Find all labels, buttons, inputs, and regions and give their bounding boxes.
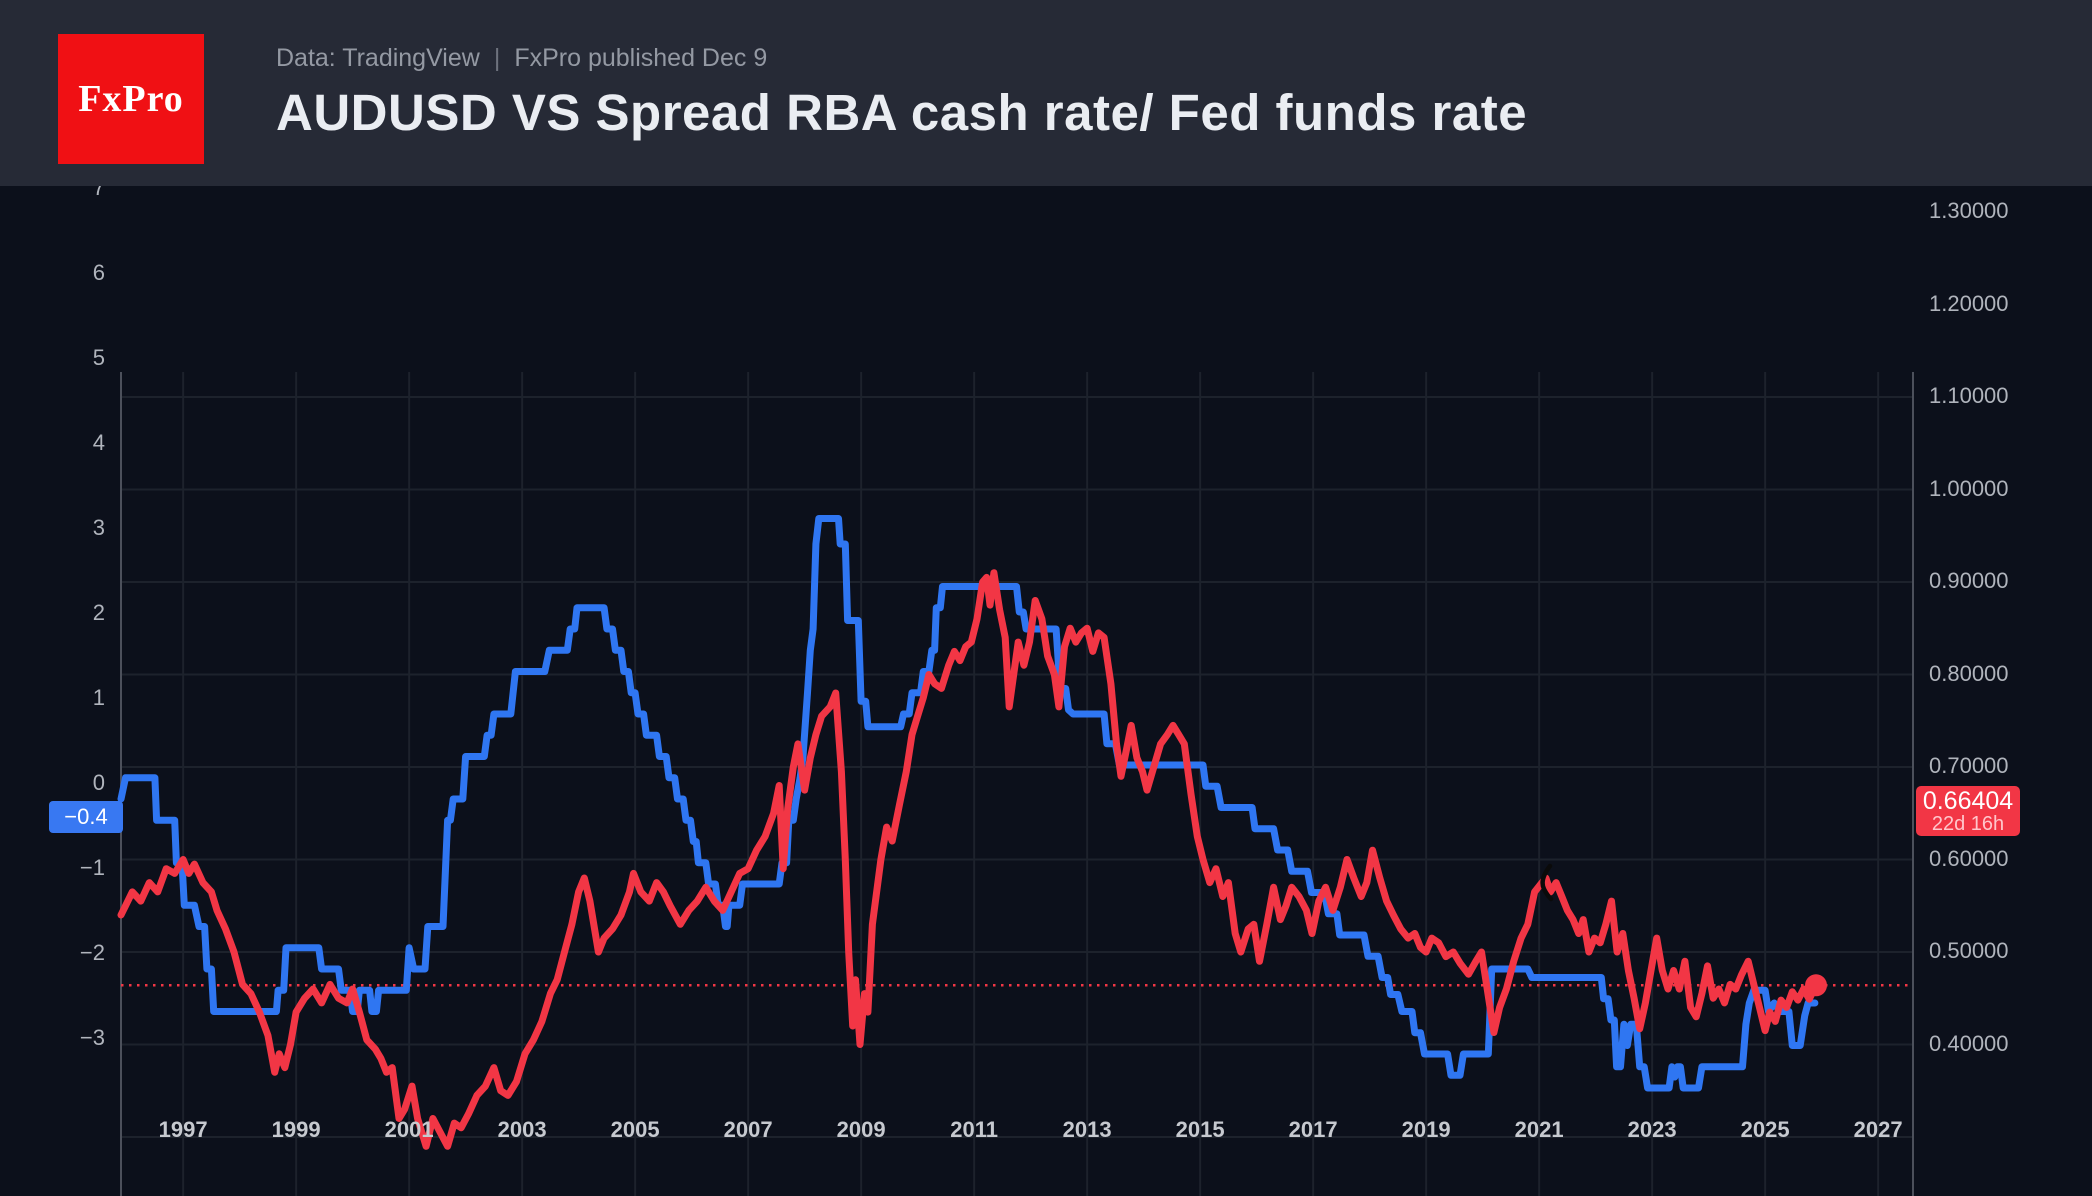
year-label: 1999 bbox=[271, 1117, 321, 1142]
year-label: 2019 bbox=[1401, 1117, 1451, 1142]
chart-plot[interactable] bbox=[0, 186, 2092, 1196]
bar-countdown: 22d 16h bbox=[1931, 812, 2005, 835]
left-axis-tick: 3 bbox=[92, 515, 105, 540]
right-axis-tick: 0.40000 bbox=[1929, 1030, 2009, 1056]
year-label: 2007 bbox=[723, 1117, 773, 1142]
last-price: 0.66404 bbox=[1922, 786, 2014, 815]
price-last-value-badge: 0.66404 22d 16h bbox=[1916, 786, 2020, 837]
chart-area[interactable]: 7 6 5 4 3 2 1 0 −1 −2 −3 1.30000 1.20000 1.10000 1.00… bbox=[0, 175, 2092, 1196]
year-label: 2017 bbox=[1288, 1117, 1338, 1142]
right-axis-tick: 0.70000 bbox=[1929, 753, 2009, 778]
chart-source-line: Data: TradingView | FxPro published Dec … bbox=[276, 44, 1527, 73]
left-axis-tick: 4 bbox=[92, 430, 105, 455]
year-label: 2027 bbox=[1853, 1117, 1903, 1142]
left-axis-tick: 5 bbox=[92, 345, 105, 370]
year-label: 2009 bbox=[836, 1117, 886, 1142]
year-label: 2011 bbox=[950, 1117, 999, 1142]
right-axis-tick: 0.50000 bbox=[1929, 938, 2009, 963]
year-label: 2013 bbox=[1062, 1117, 1112, 1142]
right-axis-tick: 1.10000 bbox=[1929, 383, 2009, 408]
header: FxPro Data: TradingView | FxPro publishe… bbox=[0, 0, 2092, 186]
year-label: 2003 bbox=[497, 1117, 547, 1142]
left-axis-tick: −2 bbox=[79, 940, 105, 965]
left-axis-tick: 1 bbox=[92, 685, 105, 710]
left-axis-tick: 6 bbox=[92, 260, 105, 285]
right-axis-tick: 0.60000 bbox=[1929, 845, 2009, 871]
fxpro-logo: FxPro bbox=[58, 34, 204, 164]
right-axis-tick: 1.20000 bbox=[1929, 290, 2009, 316]
right-axis-tick: 0.90000 bbox=[1929, 568, 2009, 593]
right-axis-tick: 1.30000 bbox=[1929, 198, 2009, 223]
year-label: 2021 bbox=[1514, 1117, 1564, 1142]
spread-last-value: −0.4 bbox=[64, 804, 108, 829]
left-axis-tick: −3 bbox=[79, 1025, 105, 1050]
chart-title: AUDUSD VS Spread RBA cash rate/ Fed fund… bbox=[276, 84, 1528, 141]
last-price-marker bbox=[1805, 974, 1827, 997]
spread-series-line[interactable] bbox=[117, 515, 1819, 1092]
year-label: 2005 bbox=[610, 1117, 660, 1142]
year-label: 2023 bbox=[1627, 1117, 1677, 1142]
right-axis-tick: 1.00000 bbox=[1929, 475, 2009, 501]
year-label: 2025 bbox=[1740, 1117, 1790, 1142]
gridlines bbox=[121, 372, 1913, 1196]
right-axis-tick: 0.80000 bbox=[1929, 660, 2009, 686]
separator: | bbox=[493, 44, 501, 72]
left-axis-tick: 0 bbox=[92, 770, 105, 795]
spread-last-value-badge: −0.4 bbox=[49, 801, 123, 833]
ink-artifact bbox=[1540, 863, 1554, 902]
left-axis-tick: 2 bbox=[92, 600, 105, 625]
published-label: FxPro published Dec 9 bbox=[514, 44, 768, 72]
year-label: 2015 bbox=[1175, 1117, 1225, 1142]
audusd-series-line[interactable] bbox=[117, 569, 1820, 1150]
left-axis-tick: −1 bbox=[79, 855, 105, 880]
fxpro-logo-text: FxPro bbox=[78, 78, 184, 120]
data-source-label: Data: TradingView bbox=[276, 44, 480, 72]
year-label: 1997 bbox=[158, 1117, 208, 1142]
year-label: 2001 bbox=[384, 1117, 434, 1142]
